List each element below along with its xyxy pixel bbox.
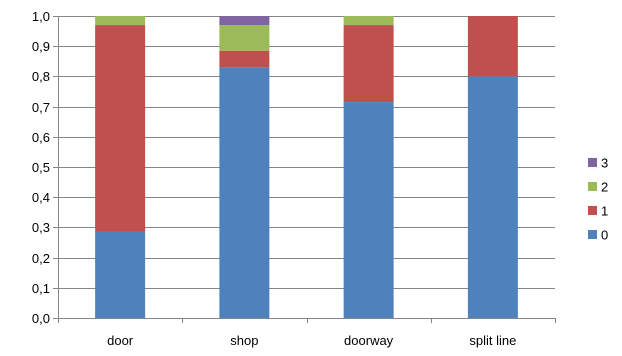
legend-swatch-series-1 bbox=[588, 206, 597, 215]
y-tick-label: 0,3 bbox=[32, 220, 50, 235]
bar-segment-series-0 bbox=[95, 231, 146, 318]
y-tick-label: 0,6 bbox=[32, 130, 50, 145]
x-tick-label: shop bbox=[230, 333, 258, 348]
bar-segment-series-0 bbox=[467, 76, 518, 319]
legend: 3 2 1 0 bbox=[588, 156, 608, 243]
x-tick-label: split line bbox=[469, 333, 516, 348]
bar-segment-series-1 bbox=[467, 16, 518, 77]
x-tick-label: door bbox=[107, 333, 134, 348]
legend-label: 1 bbox=[601, 204, 608, 219]
legend-swatch-series-3 bbox=[588, 158, 597, 167]
y-tick-label: 0,7 bbox=[32, 100, 50, 115]
bars bbox=[95, 16, 518, 319]
bar-segment-series-1 bbox=[95, 25, 146, 232]
y-tick-label: 1,0 bbox=[32, 9, 50, 24]
bar-segment-series-3 bbox=[219, 16, 270, 26]
bar-segment-series-2 bbox=[343, 16, 394, 26]
legend-label: 3 bbox=[601, 156, 608, 171]
y-tick-label: 0,2 bbox=[32, 251, 50, 266]
legend-label: 2 bbox=[601, 180, 608, 195]
x-axis-tick-labels: door shop doorway split line bbox=[107, 333, 516, 348]
x-tick-label: doorway bbox=[344, 333, 394, 348]
y-axis-tick-labels: 0,0 0,1 0,2 0,3 0,4 0,5 0,6 0,7 0,8 0,9 1,0 bbox=[32, 9, 50, 326]
y-tick-label: 0,5 bbox=[32, 160, 50, 175]
bar-segment-series-2 bbox=[95, 16, 146, 26]
y-tick-label: 0,0 bbox=[32, 311, 50, 326]
bar-segment-series-0 bbox=[219, 67, 270, 318]
bar-segment-series-1 bbox=[219, 50, 270, 68]
bar-segment-series-1 bbox=[343, 25, 394, 103]
y-tick-label: 0,1 bbox=[32, 281, 50, 296]
legend-swatch-series-2 bbox=[588, 182, 597, 191]
y-tick-label: 0,9 bbox=[32, 39, 50, 54]
legend-swatch-series-0 bbox=[588, 230, 597, 239]
axes bbox=[53, 16, 556, 323]
bar-segment-series-2 bbox=[219, 25, 270, 51]
y-tick-label: 0,8 bbox=[32, 69, 50, 84]
legend-label: 0 bbox=[601, 228, 608, 243]
y-tick-label: 0,4 bbox=[32, 190, 50, 205]
bar-segment-series-0 bbox=[343, 102, 394, 318]
